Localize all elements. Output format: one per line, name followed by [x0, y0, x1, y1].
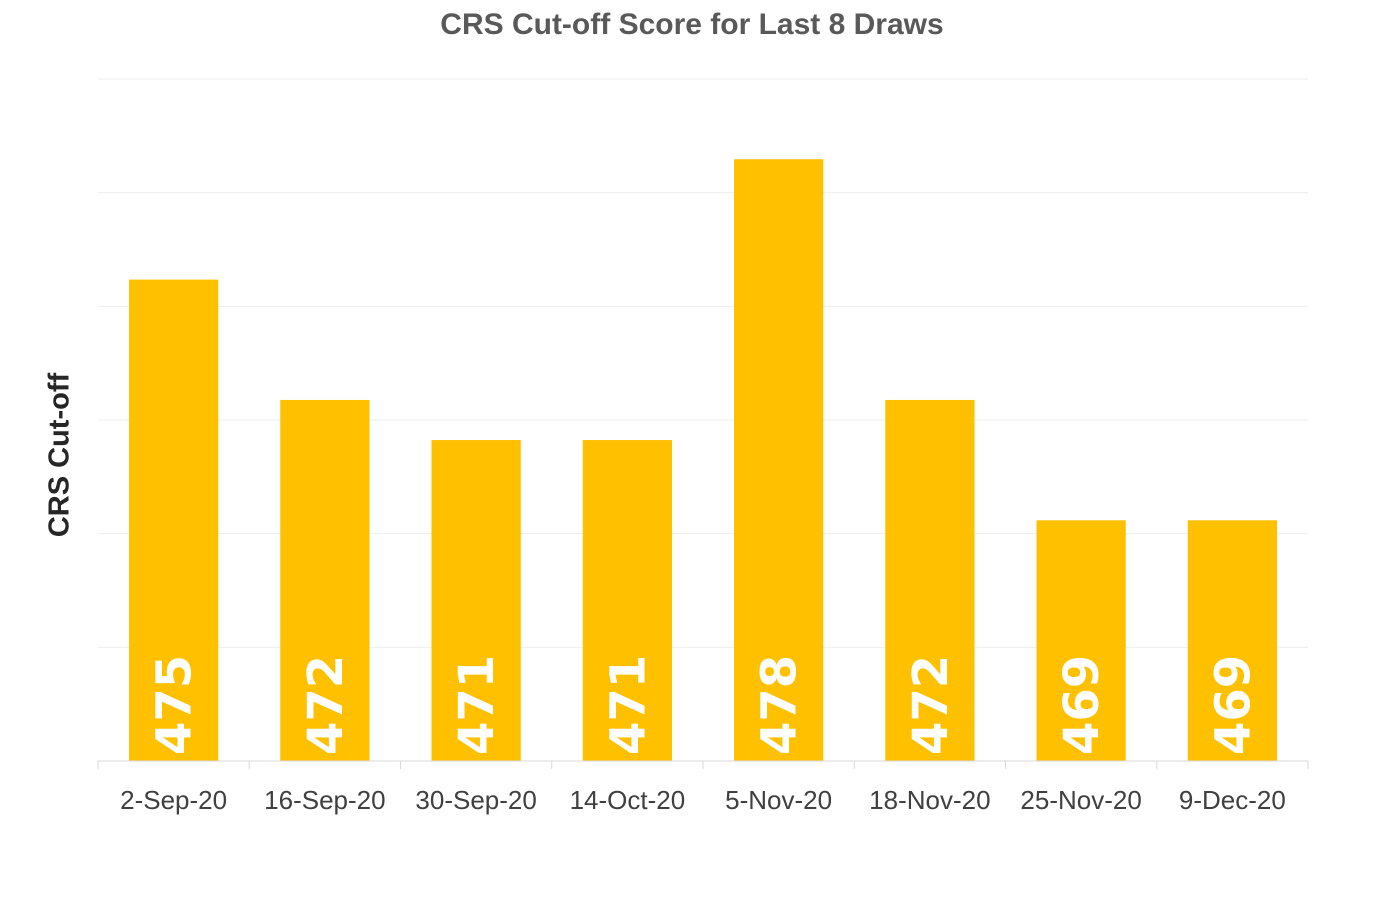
x-tick-label: 25-Nov-20: [1020, 785, 1141, 815]
x-axis: [97, 760, 1309, 769]
data-label: 475: [147, 655, 203, 755]
x-tick-label: 14-Oct-20: [570, 785, 686, 815]
gridlines: [98, 78, 1308, 648]
bar: [1187, 520, 1277, 761]
bar: [431, 440, 521, 761]
x-tick-label: 2-Sep-20: [120, 785, 227, 815]
data-label: 478: [752, 655, 808, 755]
x-tick-label: 30-Sep-20: [415, 785, 536, 815]
bar: [129, 279, 219, 761]
data-label: 469: [1054, 655, 1110, 755]
x-tick-labels: 2-Sep-20 16-Sep-20 30-Sep-20 14-Oct-20 5-Nov…: [120, 785, 1286, 815]
x-tick-label: 18-Nov-20: [869, 785, 990, 815]
bar: [582, 440, 672, 761]
data-label: 472: [298, 655, 354, 755]
x-tick-label: 5-Nov-20: [725, 785, 832, 815]
bar: [280, 399, 370, 761]
chart-title: CRS Cut-off Score for Last 8 Draws: [440, 8, 944, 41]
data-label: 471: [449, 655, 505, 755]
bars: [129, 159, 1277, 761]
data-labels: 475 472 471 471 478 472 469 469: [147, 655, 1262, 755]
bar: [734, 159, 824, 761]
data-label: 472: [903, 655, 959, 755]
data-label: 471: [600, 655, 656, 755]
bar: [885, 399, 975, 761]
x-tick-label: 9-Dec-20: [1179, 785, 1286, 815]
x-tick-label: 16-Sep-20: [264, 785, 385, 815]
data-label: 469: [1205, 655, 1261, 755]
bar: [1036, 520, 1126, 761]
